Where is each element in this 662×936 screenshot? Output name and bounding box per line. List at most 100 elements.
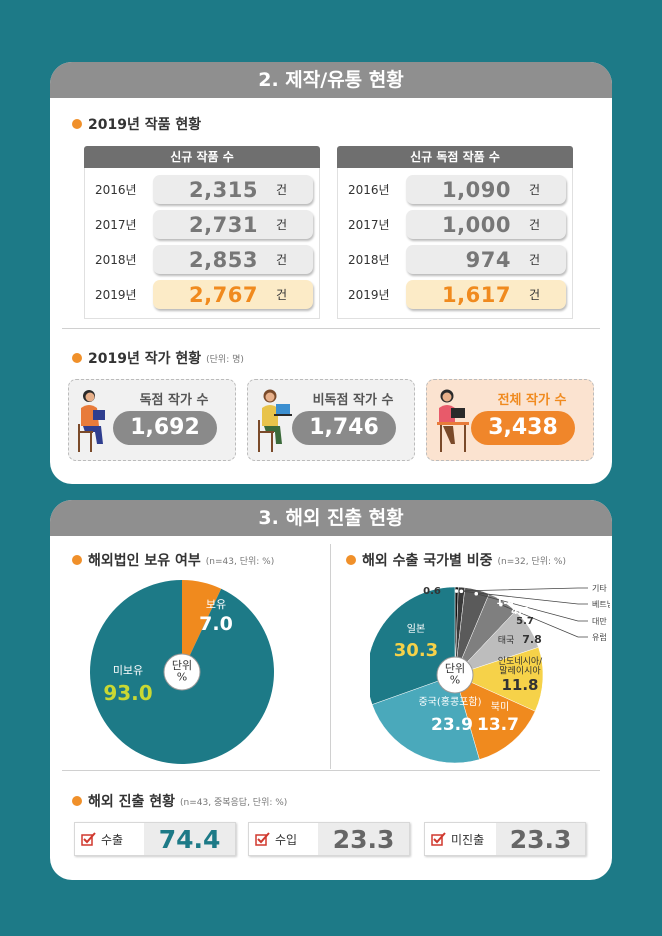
slice-label: 태국	[498, 635, 515, 646]
year-label: 2019년	[95, 288, 137, 302]
year-label: 2018년	[95, 253, 137, 267]
import-label: 수입	[249, 823, 318, 855]
checkbox-checked-icon	[431, 832, 446, 846]
export-title: 해외 진출 현황	[88, 794, 176, 810]
no-entry-value: 23.3	[496, 823, 585, 855]
table-row: 2017년 2,731 건	[91, 207, 313, 242]
unit-label: 건	[275, 253, 287, 267]
exclusive-authors-box: 독점 작가 수 1,692	[68, 379, 236, 461]
section-divider	[62, 328, 600, 329]
import-label-text: 수입	[275, 832, 298, 847]
corp-pie-chart: 보유 7.0 미보유 93.0 단위%	[90, 580, 274, 764]
slice-label: 일본	[407, 623, 425, 635]
authors-section-title: 2019년 작가 현황 (단위: 명)	[72, 348, 244, 368]
slice-label: 보유	[206, 598, 226, 611]
exclusive-works-header: 신규 독점 작품 수	[337, 146, 573, 168]
table-row: 2016년 1,090 건	[344, 172, 566, 207]
author-label: 전체 작가 수	[497, 393, 567, 408]
import-value: 23.3	[318, 823, 409, 855]
table-row: 2017년 1,000 건	[344, 207, 566, 242]
leader-dot	[459, 589, 464, 594]
export-note: (n=43, 중복응답, 단위: %)	[180, 797, 288, 808]
table-row: 2016년 2,315 건	[91, 172, 313, 207]
author-label: 독점 작가 수	[139, 393, 209, 408]
table-row: 2019년 2,767 건	[91, 277, 313, 312]
slice-label: 중국(홍콩포함)	[418, 695, 481, 708]
leader-dot	[499, 602, 503, 607]
country-pie-chart: 기타베트남대만유럽0.61.24.55.75.7태국7.8인도네시아/말레이시아…	[370, 584, 610, 764]
no-entry-label-text: 미진출	[451, 832, 485, 847]
works-title: 2019년 작품 현황	[88, 117, 202, 133]
corp-section-title: 해외법인 보유 여부 (n=43, 단위: %)	[72, 550, 274, 570]
exclusive-works-table: 신규 독점 작품 수 2016년 1,090 건 2017년 1,000 건 201…	[337, 146, 573, 319]
year-label: 2017년	[348, 218, 390, 232]
authors-title: 2019년 작가 현황	[88, 351, 202, 367]
pie-slice	[371, 674, 480, 764]
production-header: 2. 제작/유통 현황	[50, 62, 612, 98]
slice-value: 7.8	[522, 633, 542, 646]
export-box: 수출 74.4	[74, 822, 236, 856]
bullet-icon	[346, 555, 356, 565]
unit-label: 건	[275, 288, 287, 302]
slice-value: 1.2	[496, 596, 514, 607]
total-authors-box: 전체 작가 수 3,438	[426, 379, 594, 461]
leader-line	[500, 604, 588, 638]
slice-label: 인도네시아/말레이시아	[498, 656, 543, 676]
year-label: 2016년	[348, 183, 390, 197]
author-label: 비독점 작가 수	[312, 393, 394, 408]
bullet-icon	[72, 555, 82, 565]
slice-label: 유럽	[592, 633, 607, 642]
leader-line	[461, 590, 588, 605]
no-entry-label: 미진출	[425, 823, 496, 855]
overseas-header: 3. 해외 진출 현황	[50, 500, 612, 536]
pie-slice	[182, 580, 222, 672]
export-label-text: 수출	[101, 832, 124, 847]
leader-dot	[454, 589, 459, 593]
works-value: 2,853	[189, 247, 258, 272]
slice-label: 베트남	[592, 600, 610, 609]
pie-divider	[330, 544, 331, 769]
slice-value: 5.7	[516, 616, 534, 627]
works-value: 1,090	[442, 177, 511, 202]
works-value: 1,617	[442, 282, 511, 307]
overseas-card: 3. 해외 진출 현황 해외법인 보유 여부 (n=43, 단위: %) 해외 …	[50, 500, 612, 880]
pie-slice	[370, 586, 456, 705]
corp-chart-note: (n=43, 단위: %)	[205, 556, 275, 567]
section-divider	[62, 770, 600, 771]
bullet-icon	[72, 119, 82, 129]
table-row: 2018년 2,853 건	[91, 242, 313, 277]
corp-chart-title: 해외법인 보유 여부	[88, 553, 201, 569]
pie-slice	[454, 646, 544, 712]
new-works-table: 신규 작품 수 2016년 2,315 건 2017년 2,731 건 2018년 …	[84, 146, 320, 319]
pie-center-label: 단위%	[172, 659, 192, 684]
non-exclusive-authors-box: 비독점 작가 수 1,746	[247, 379, 415, 461]
person-desk-icon	[437, 389, 469, 452]
checkbox-checked-icon	[81, 832, 96, 846]
works-value: 2,767	[189, 282, 258, 307]
year-label: 2019년	[348, 288, 390, 302]
slice-label: 대만	[592, 617, 607, 626]
author-value: 3,438	[471, 411, 575, 445]
slice-value: 93.0	[103, 681, 152, 705]
author-value: 1,692	[113, 411, 217, 445]
year-label: 2017년	[95, 218, 137, 232]
slice-label: 기타	[592, 584, 607, 593]
no-entry-box: 미진출 23.3	[424, 822, 586, 856]
unit-label: 건	[528, 253, 540, 267]
unit-label: 건	[528, 218, 540, 232]
country-chart-title: 해외 수출 국가별 비중	[362, 553, 493, 569]
unit-label: 건	[275, 218, 287, 232]
works-value: 1,000	[442, 212, 511, 237]
country-chart-note: (n=32, 단위: %)	[497, 556, 566, 567]
new-works-header: 신규 작품 수	[84, 146, 320, 168]
person-laptop-icon	[258, 389, 292, 452]
slice-value: 0.6	[423, 586, 441, 597]
bullet-icon	[72, 353, 82, 363]
works-value: 974	[465, 247, 511, 272]
slice-value: 4.5	[511, 606, 529, 617]
table-row: 2018년 974 건	[344, 242, 566, 277]
export-section-title: 해외 진출 현황 (n=43, 중복응답, 단위: %)	[72, 791, 287, 811]
leader-line	[476, 593, 588, 622]
table-row: 2019년 1,617 건	[344, 277, 566, 312]
unit-label: 건	[528, 183, 540, 197]
